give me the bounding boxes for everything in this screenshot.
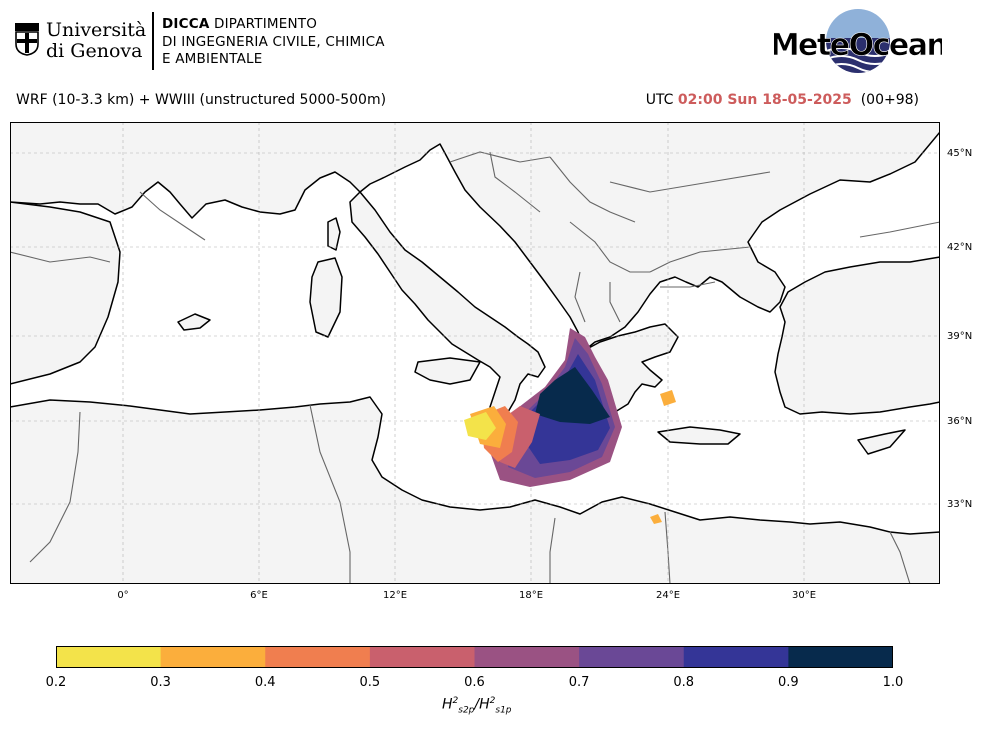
- colorbar-tick-label: 0.9: [778, 675, 799, 690]
- lat-label-36: 36°N: [947, 416, 973, 427]
- colorbar-tick-label: 1.0: [882, 675, 904, 690]
- field-spot-greece: [660, 390, 676, 406]
- land-sardinia: [309, 257, 343, 338]
- unige-logo: Università di Genova: [14, 16, 154, 70]
- dept-line2: DI INGEGNERIA CIVILE, CHIMICA: [162, 33, 385, 50]
- borders: [10, 151, 940, 584]
- lon-label-6e: 6°E: [250, 590, 268, 601]
- field-band-0.9: [535, 367, 610, 424]
- colorbar-segment: [160, 646, 266, 668]
- time-row: UTC 02:00 Sun 18-05-2025 (00+98): [646, 92, 919, 108]
- land-africa: [10, 396, 940, 584]
- header: Università di Genova DICCA DIPARTIMENTO …: [0, 0, 985, 90]
- colorbar-segment: [788, 646, 893, 668]
- lon-label-18e: 18°E: [518, 590, 544, 601]
- land-sicily: [414, 357, 481, 385]
- colorbar-label: H2s2p/H2s1p: [442, 696, 512, 716]
- map-frame: [10, 122, 940, 584]
- lat-label-42: 42°N: [947, 242, 973, 253]
- wave-field: [464, 328, 676, 524]
- field-band-0.2: [464, 412, 496, 440]
- lon-label-12e: 12°E: [382, 590, 408, 601]
- colorbar-tick-label: 0.3: [150, 675, 171, 690]
- land-crete: [657, 426, 741, 445]
- colorbar-segment: [265, 646, 371, 668]
- lat-label-33: 33°N: [947, 499, 973, 510]
- lat-label-39: 39°N: [947, 331, 973, 342]
- dept-line3: E AMBIENTALE: [162, 51, 263, 67]
- brand-text: MeteOcean: [774, 28, 942, 63]
- colorbar-segment: [579, 646, 685, 668]
- time-prefix: UTC: [645, 92, 674, 108]
- colorbar-segment: [369, 646, 475, 668]
- lon-label-24e: 24°E: [655, 590, 681, 601]
- land-anatolia: [774, 256, 940, 415]
- university-name: Università di Genova: [46, 20, 146, 62]
- colorbar-tick-label: 0.6: [464, 675, 485, 690]
- land-corsica: [327, 217, 341, 251]
- colorbar-tick-label: 0.7: [568, 675, 590, 690]
- meteocean-logo: MeteOcean: [774, 9, 942, 73]
- colorbar-segment: [683, 646, 789, 668]
- forecast-time: 02:00 Sun 18-05-2025: [677, 92, 852, 108]
- colorbar-tick-label: 0.5: [359, 675, 381, 690]
- land-europe: [10, 122, 940, 351]
- colorbar-tick-label: 0.8: [673, 675, 695, 690]
- dept-acronym: DICCA: [162, 16, 210, 32]
- colorbar-tick-label: 0.2: [45, 675, 67, 690]
- colorbar-frame: [56, 646, 893, 668]
- logo-divider: [152, 12, 154, 70]
- land-cyprus: [857, 429, 906, 455]
- lat-label-45: 45°N: [947, 148, 973, 159]
- unige-crest-icon: [15, 23, 39, 56]
- colorbar-tick-label: 0.4: [254, 675, 276, 690]
- lon-label-0: 0°: [117, 590, 129, 601]
- university-line2: di Genova: [46, 40, 143, 62]
- field-spot-libya: [650, 514, 662, 524]
- land-iberia: [10, 201, 121, 385]
- map: [10, 122, 940, 584]
- university-line1: Università: [46, 19, 147, 41]
- land-balearics: [177, 313, 211, 331]
- colorbar: [56, 646, 893, 668]
- lon-label-30e: 30°E: [791, 590, 817, 601]
- model-label: WRF (10-3.3 km) + WWIII (unstructured 50…: [16, 92, 387, 108]
- graticule: [10, 122, 940, 584]
- colorbar-segment: [474, 646, 580, 668]
- dept-line1: DIPARTIMENTO: [209, 16, 318, 32]
- lead-time: (00+98): [860, 92, 919, 108]
- colorbar-segment: [56, 646, 162, 668]
- department-name: DICCA DIPARTIMENTO DI INGEGNERIA CIVILE,…: [162, 16, 385, 69]
